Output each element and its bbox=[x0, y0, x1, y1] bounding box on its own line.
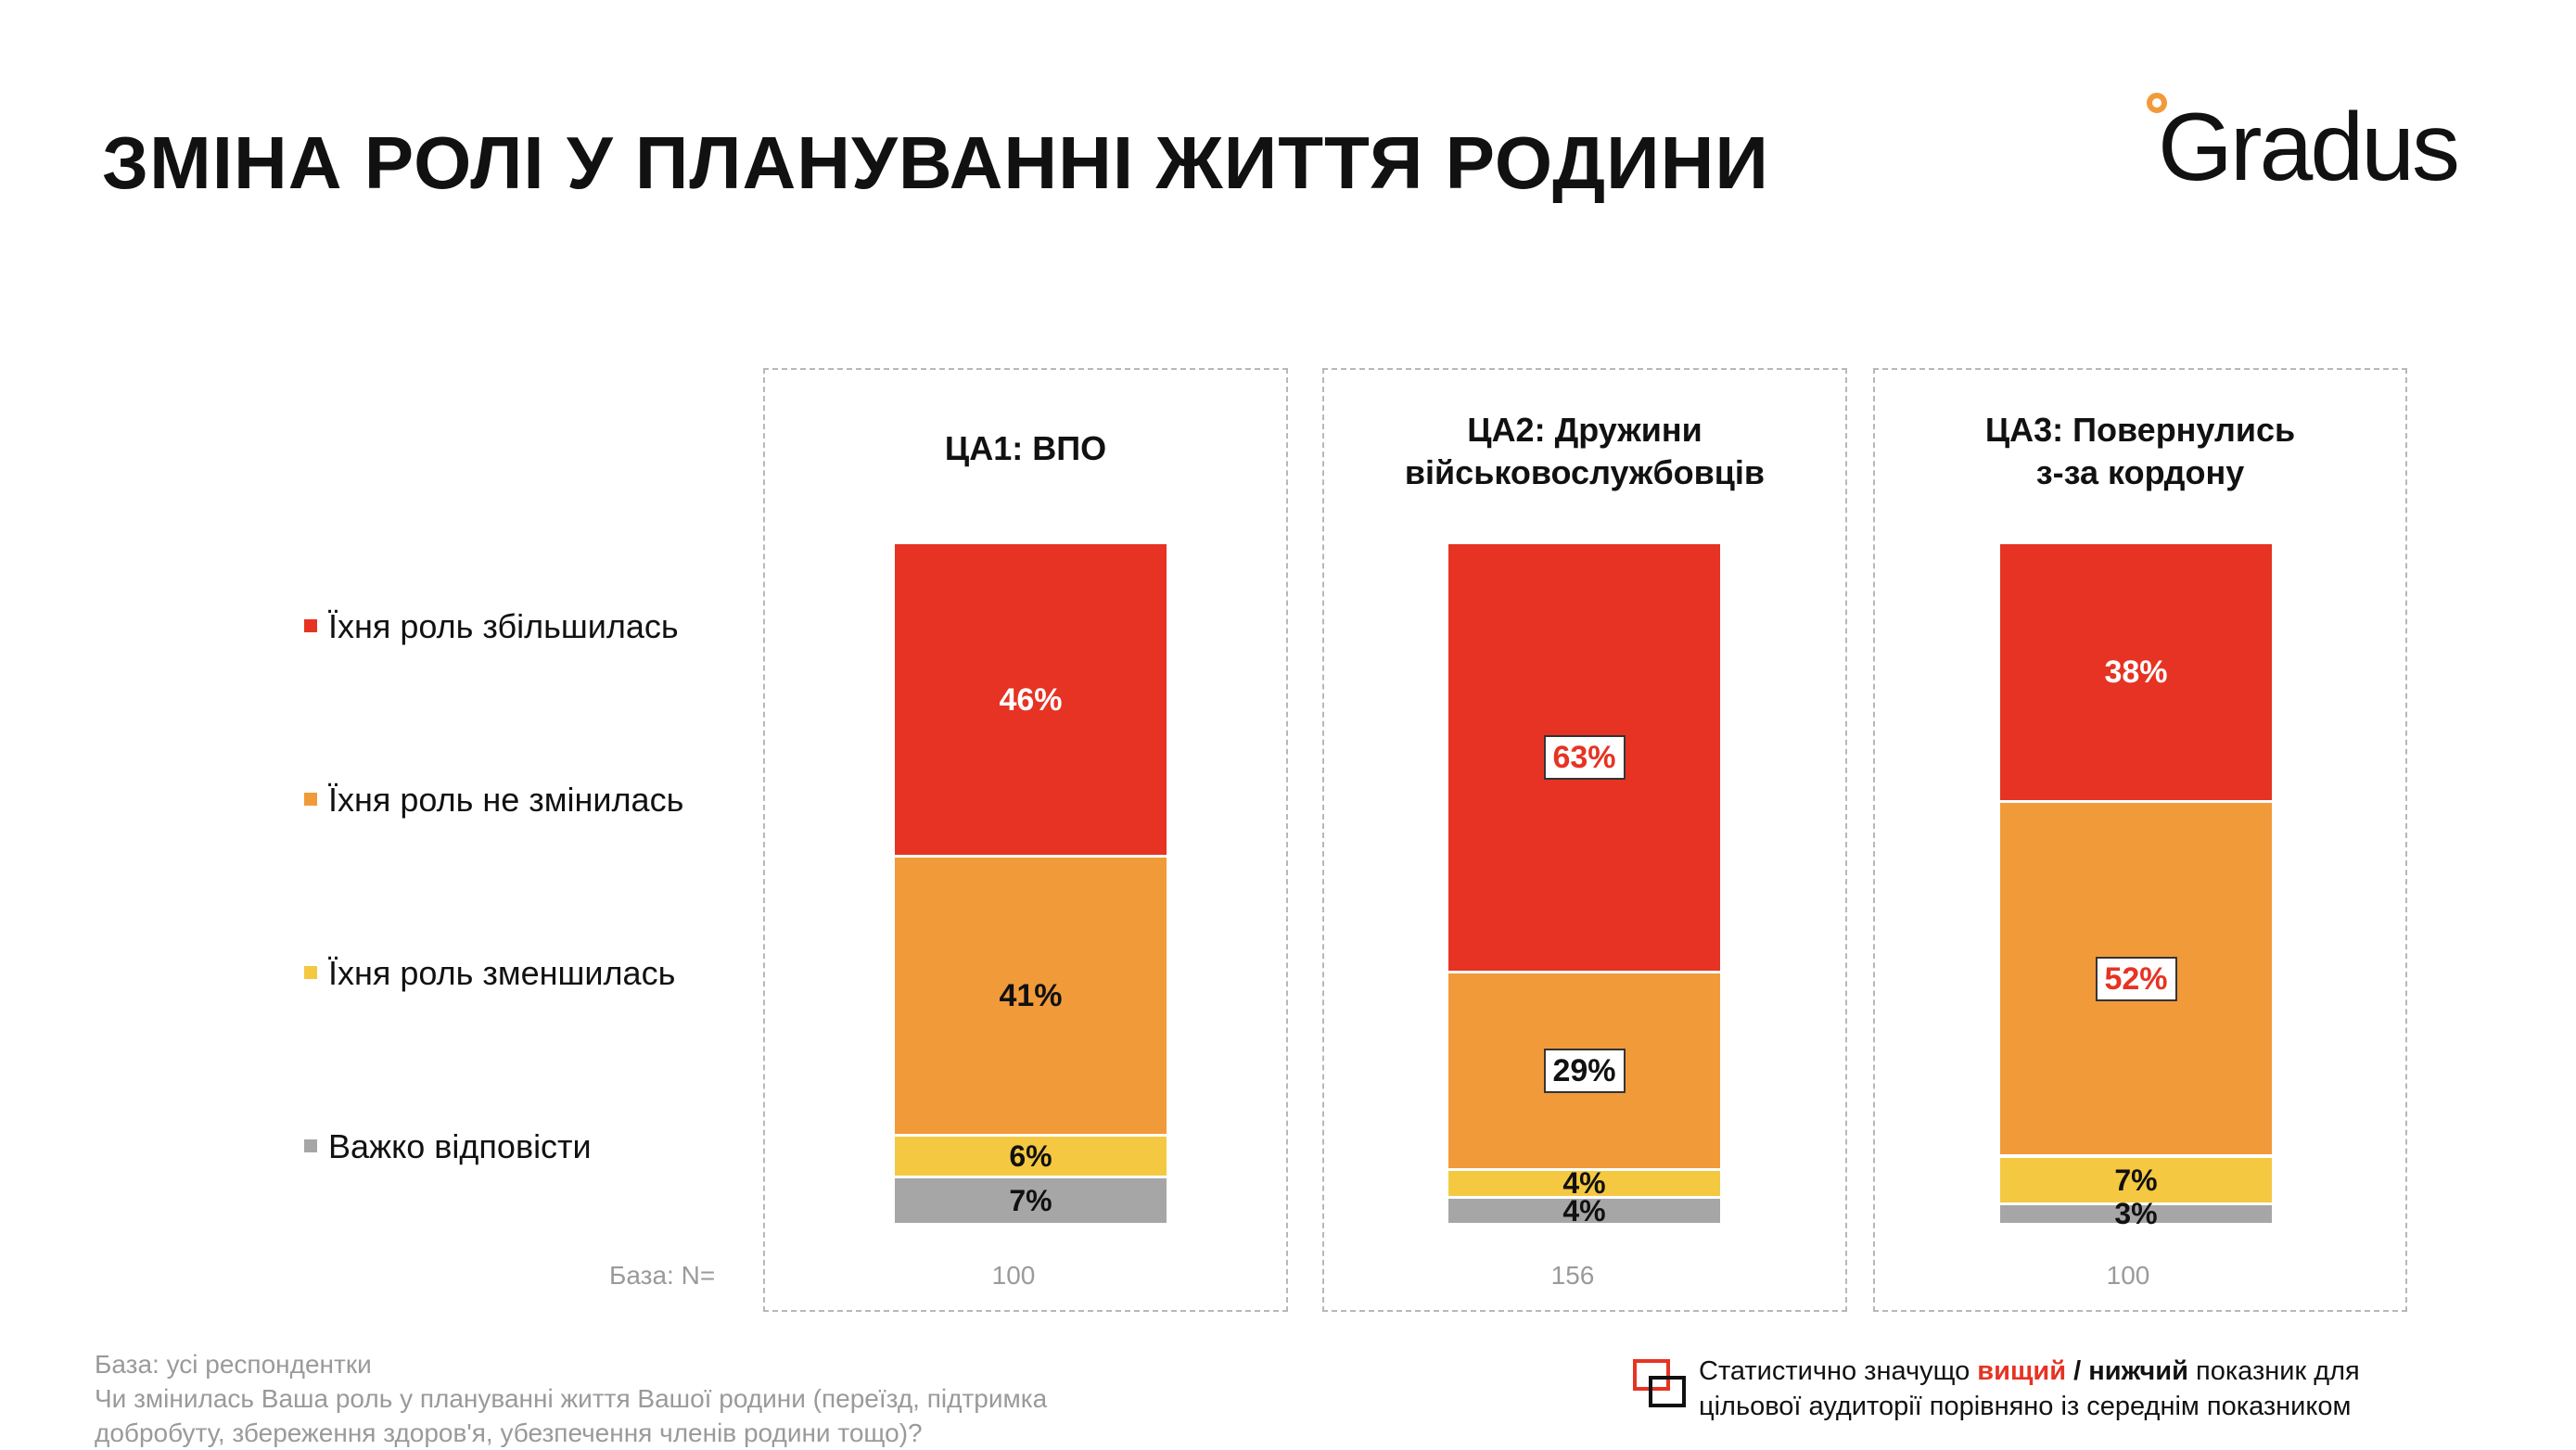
data-label-unchanged-ca3: 52% bbox=[2095, 956, 2177, 1001]
panel-ca3: ЦА3: Повернулись з-за кордону bbox=[1873, 368, 2407, 1312]
legend-label-increased: Їхня роль збільшилась bbox=[328, 607, 679, 645]
stacked-bar-ca1: 46% 41% 6% 7% bbox=[895, 544, 1167, 1226]
stacked-bar-ca2: 63% 29% 4% 4% bbox=[1448, 544, 1720, 1226]
bar-segment-increased-ca2: 63% bbox=[1448, 544, 1720, 974]
bar-segment-increased-ca3: 38% bbox=[2000, 544, 2272, 804]
data-label-hard-to-say-ca3: 3% bbox=[2114, 1197, 2158, 1231]
sig-suffix: показник для bbox=[2187, 1356, 2360, 1386]
legend-item-increased: Їхня роль збільшилась bbox=[304, 607, 679, 646]
data-label-increased-ca1: 46% bbox=[999, 681, 1063, 718]
logo-text: Gradus bbox=[2158, 94, 2460, 201]
base-n-ca1: 100 bbox=[991, 1261, 1036, 1290]
legend-label-hard-to-say: Важко відповісти bbox=[328, 1127, 592, 1165]
stacked-bar-ca3: 38% 52% 7% 3% bbox=[2000, 544, 2272, 1228]
significance-boxes-icon bbox=[1633, 1359, 1686, 1407]
bar-segment-decreased-ca3: 7% bbox=[2000, 1157, 2272, 1205]
data-label-hard-to-say-ca1: 7% bbox=[1009, 1183, 1052, 1217]
panel-title-ca3: ЦА3: Повернулись з-за кордону bbox=[1984, 411, 2296, 491]
bar-segment-hard-to-say-ca2: 4% bbox=[1448, 1193, 1720, 1227]
data-label-decreased-ca1: 6% bbox=[1009, 1138, 1052, 1173]
data-label-unchanged-ca2: 29% bbox=[1543, 1049, 1626, 1094]
base-n-ca2: 156 bbox=[1550, 1261, 1595, 1290]
panel-ca1: ЦА1: ВПО bbox=[763, 368, 1288, 1312]
gradus-logo: Gradus bbox=[2147, 85, 2499, 206]
footnote-base: База: усі респондентки bbox=[95, 1350, 372, 1379]
bar-segment-unchanged-ca3: 52% bbox=[2000, 803, 2272, 1158]
legend-swatch-increased bbox=[304, 619, 317, 633]
data-label-increased-ca3: 38% bbox=[2104, 655, 2168, 691]
page-title: ЗМІНА РОЛІ У ПЛАНУВАННІ ЖИТТЯ РОДИНИ bbox=[102, 121, 1769, 204]
bar-segment-hard-to-say-ca1: 7% bbox=[895, 1177, 1167, 1226]
panel-title-ca2: ЦА2: Дружини військовослужбовців bbox=[1404, 411, 1766, 491]
sig-lower: нижчий bbox=[2088, 1356, 2188, 1386]
legend-swatch-unchanged bbox=[304, 793, 317, 807]
significance-text: Статистично значущо вищий / нижчий показ… bbox=[1699, 1354, 2360, 1424]
footnote: База: усі респондентки Чи змінилась Ваша… bbox=[95, 1347, 1207, 1450]
bar-segment-decreased-ca2: 4% bbox=[1448, 1166, 1720, 1201]
bar-segment-unchanged-ca1: 41% bbox=[895, 858, 1167, 1138]
sig-line2: цільової аудиторії порівняно із середнім… bbox=[1699, 1392, 2352, 1421]
sig-sep: / bbox=[2066, 1356, 2089, 1386]
data-label-decreased-ca3: 7% bbox=[2114, 1163, 2158, 1197]
panel-title-ca1: ЦА1: ВПО bbox=[944, 429, 1107, 467]
legend-label-unchanged: Їхня роль не змінилась bbox=[328, 781, 684, 819]
legend-item-unchanged: Їхня роль не змінилась bbox=[304, 781, 683, 820]
legend-swatch-hard-to-say bbox=[304, 1139, 317, 1153]
sig-prefix: Статистично значущо bbox=[1699, 1356, 1978, 1386]
footnote-question-line1: Чи змінилась Ваша роль у плануванні житт… bbox=[95, 1384, 1048, 1413]
panel-ca2: ЦА2: Дружини військовослужбовців bbox=[1322, 368, 1847, 1312]
bar-segment-increased-ca1: 46% bbox=[895, 544, 1167, 859]
bar-segment-decreased-ca1: 6% bbox=[895, 1137, 1167, 1178]
legend-swatch-decreased bbox=[304, 966, 317, 980]
data-label-unchanged-ca1: 41% bbox=[999, 978, 1063, 1014]
bar-segment-hard-to-say-ca3: 3% bbox=[2000, 1199, 2272, 1228]
footnote-question-line2: добробуту, збереження здоров'я, убезпече… bbox=[95, 1418, 923, 1447]
data-label-hard-to-say-ca2: 4% bbox=[1562, 1193, 1606, 1227]
legend-label-decreased: Їхня роль зменшилась bbox=[328, 954, 676, 992]
legend-item-hard-to-say: Важко відповісти bbox=[304, 1127, 592, 1166]
data-label-decreased-ca2: 4% bbox=[1562, 1166, 1606, 1201]
base-label: База: N= bbox=[609, 1261, 716, 1290]
data-label-increased-ca2: 63% bbox=[1543, 735, 1626, 781]
base-n-ca3: 100 bbox=[2106, 1261, 2150, 1290]
sig-higher: вищий bbox=[1977, 1356, 2067, 1386]
bar-segment-unchanged-ca2: 29% bbox=[1448, 973, 1720, 1172]
logo-mark-icon bbox=[2147, 93, 2167, 113]
significance-note: Статистично значущо вищий / нижчий показ… bbox=[1632, 1354, 2559, 1428]
legend-item-decreased: Їхня роль зменшилась bbox=[304, 954, 675, 993]
